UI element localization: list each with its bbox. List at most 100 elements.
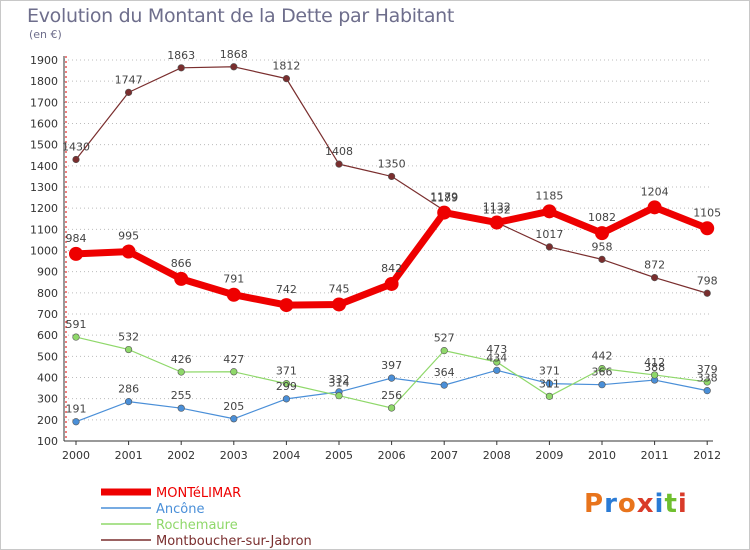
x-tick-label: 2002 (167, 449, 195, 462)
x-tick-label: 2012 (693, 449, 721, 462)
proxiti-logo: Proxiti (584, 489, 688, 519)
data-label: 842 (381, 262, 402, 275)
y-tick-label: 1700 (30, 96, 58, 109)
data-point (335, 392, 343, 400)
y-tick-label: 400 (37, 372, 58, 385)
data-point (440, 381, 448, 389)
x-tick-label: 2000 (62, 449, 90, 462)
legend-label-0: MONTéLIMAR (156, 486, 241, 501)
y-tick-label: 1200 (30, 202, 58, 215)
data-label: 984 (66, 232, 87, 245)
data-point (72, 155, 80, 164)
data-point (545, 380, 554, 388)
y-tick-label: 100 (37, 435, 58, 448)
chart-title: Evolution du Montant de la Dette par Hab… (27, 5, 455, 27)
data-label: 1132 (483, 204, 511, 217)
data-label: 1189 (430, 191, 458, 204)
data-point (542, 204, 557, 219)
data-point (598, 365, 606, 373)
logo-letter: i (677, 489, 688, 519)
data-label: 798 (697, 274, 718, 287)
data-point (440, 347, 448, 355)
data-label: 1408 (325, 145, 353, 158)
data-label: 1350 (378, 157, 406, 170)
y-tick-label: 800 (37, 287, 58, 300)
data-label: 397 (381, 359, 402, 372)
y-tick-label: 900 (37, 266, 58, 279)
data-label: 1105 (693, 206, 721, 219)
data-point (384, 276, 399, 291)
data-label: 205 (223, 400, 244, 413)
data-label: 434 (486, 351, 507, 364)
data-label: 314 (329, 377, 350, 390)
logo-letter: x (636, 489, 655, 519)
data-label: 1747 (115, 73, 143, 86)
data-point (332, 297, 346, 312)
data-point (388, 374, 396, 382)
x-tick-label: 2009 (535, 449, 563, 462)
data-point (388, 172, 396, 181)
data-label: 1017 (535, 228, 563, 241)
data-point (174, 271, 189, 286)
data-point (72, 418, 80, 426)
data-label: 958 (592, 240, 613, 253)
data-label: 412 (644, 356, 665, 369)
y-tick-label: 1500 (30, 139, 58, 152)
data-label: 426 (171, 353, 192, 366)
chart-subtitle: (en €) (29, 28, 62, 41)
data-label: 1185 (535, 189, 563, 202)
data-point (388, 404, 396, 412)
data-point (177, 404, 185, 412)
data-point (282, 380, 291, 388)
data-label: 286 (118, 383, 139, 396)
y-tick-label: 1400 (30, 160, 58, 173)
data-point (226, 287, 241, 302)
legend-label-2: Rochemaure (156, 518, 238, 533)
y-tick-label: 1100 (30, 223, 58, 236)
x-tick-label: 2004 (272, 449, 300, 462)
data-point (545, 243, 554, 251)
data-label-layer: 191 286 255 205 299 332 397 364 434 371 366 388 338 5… (62, 48, 721, 416)
y-tick-label: 1000 (30, 245, 58, 258)
logo-letter: i (654, 489, 665, 519)
data-label: 442 (592, 350, 613, 363)
data-point (545, 392, 554, 400)
x-tick-label: 2010 (588, 449, 616, 462)
legend-label-3: Montboucher-sur-Jabron (156, 534, 312, 549)
data-label: 311 (539, 377, 560, 390)
y-tick-label: 600 (37, 329, 58, 342)
data-point (335, 160, 343, 168)
y-tick-label: 1800 (30, 75, 58, 88)
data-point (700, 221, 715, 236)
data-label: 366 (592, 366, 613, 379)
legend-label-1: Ancône (156, 502, 204, 517)
data-point (650, 273, 659, 282)
data-label: 591 (66, 318, 87, 331)
data-label: 742 (276, 283, 297, 296)
data-label: 364 (434, 366, 455, 379)
data-label: 338 (697, 372, 718, 385)
data-label: 1082 (588, 211, 616, 224)
logo-letter: r (604, 489, 618, 519)
data-label: 256 (381, 389, 402, 402)
data-label: 866 (171, 257, 192, 270)
data-label: 1204 (641, 185, 669, 198)
data-label: 379 (697, 363, 718, 376)
legend: MONTéLIMARAncôneRochemaureMontboucher-su… (101, 486, 312, 549)
x-tick-label: 2011 (641, 449, 669, 462)
data-label: 1812 (272, 60, 300, 73)
logo-letter: P (584, 489, 605, 519)
data-label: 527 (434, 332, 455, 345)
data-label: 1863 (167, 49, 195, 62)
data-label: 1179 (430, 191, 458, 204)
data-label: 427 (223, 353, 244, 366)
data-point (230, 63, 238, 71)
data-label: 332 (329, 373, 350, 386)
data-point (282, 75, 291, 83)
data-label: 995 (118, 230, 139, 243)
x-tick-label: 2007 (430, 449, 458, 462)
data-point (650, 371, 659, 379)
data-point (124, 88, 133, 96)
data-label: 532 (118, 331, 139, 344)
x-tick-label: 2006 (378, 449, 406, 462)
